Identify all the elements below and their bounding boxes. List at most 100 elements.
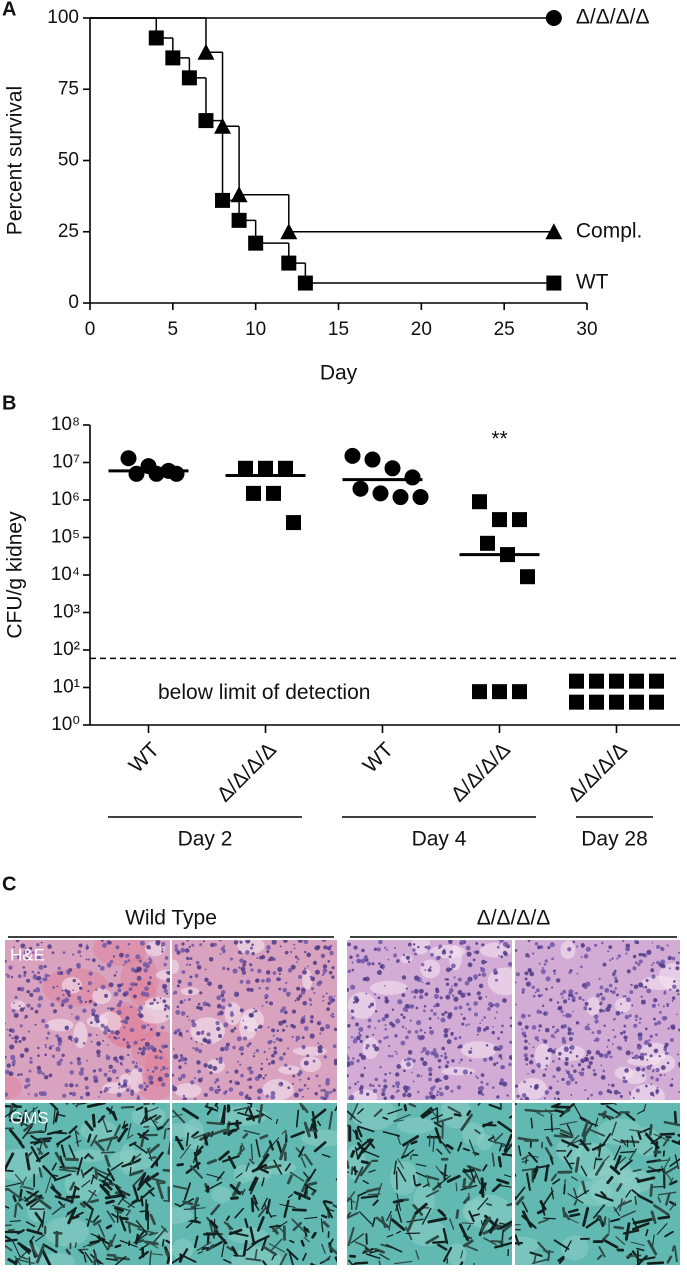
hypha (636, 1247, 645, 1252)
panel-label: B (2, 392, 16, 414)
below-limit-marker (569, 673, 584, 689)
nucleus (91, 1008, 96, 1014)
nucleus (635, 1088, 640, 1093)
hypha (437, 1243, 448, 1251)
nucleus (249, 1013, 254, 1018)
nucleus (560, 1009, 564, 1014)
nucleus (130, 1091, 135, 1097)
nucleus (402, 1006, 408, 1012)
nucleus (48, 1073, 53, 1078)
nucleus (612, 1017, 616, 1021)
nucleus (569, 1046, 572, 1049)
hypha (453, 1113, 462, 1117)
nucleus (142, 961, 148, 968)
nucleus (555, 1090, 560, 1096)
nucleus (181, 970, 186, 974)
nucleus (301, 1045, 306, 1049)
nucleus (358, 1033, 362, 1038)
nucleus (666, 1061, 670, 1065)
nucleus (536, 1062, 541, 1068)
hypha (620, 1139, 640, 1144)
nucleus (358, 1053, 363, 1057)
pale (300, 1056, 322, 1073)
nucleus (438, 944, 443, 949)
nucleus (671, 956, 676, 961)
hypha (304, 1183, 316, 1192)
hypha (347, 1197, 356, 1204)
y-tick-label: 10² (53, 639, 80, 660)
nucleus (453, 1006, 458, 1011)
hypha (268, 1243, 285, 1253)
hypha (465, 1244, 478, 1252)
nucleus (544, 987, 547, 990)
pale (476, 1133, 493, 1151)
hypha (181, 1107, 199, 1120)
nucleus (479, 1085, 484, 1091)
hypha (128, 1169, 144, 1177)
nucleus (660, 959, 666, 965)
nucleus (594, 943, 598, 947)
nucleus (658, 1055, 661, 1058)
nucleus (249, 988, 254, 993)
nucleus (11, 1061, 16, 1066)
hypha (462, 1239, 474, 1248)
nucleus (388, 1071, 392, 1075)
nucleus (467, 1023, 470, 1026)
nucleus (278, 1038, 283, 1042)
nucleus (35, 955, 42, 962)
hypha (161, 1238, 165, 1247)
below-limit-marker (609, 694, 624, 710)
nucleus (100, 1023, 105, 1028)
nucleus (325, 1077, 330, 1083)
hypha (425, 1189, 439, 1198)
hypha (631, 1135, 636, 1147)
nucleus (38, 995, 44, 1001)
group-label: Day 28 (581, 828, 648, 851)
nucleus (34, 1093, 38, 1097)
nucleus (465, 945, 471, 951)
hypha (68, 1125, 78, 1135)
hypha (127, 1222, 132, 1234)
nucleus (485, 1082, 489, 1086)
hypha (595, 1161, 605, 1176)
nucleus (115, 945, 120, 950)
nucleus (116, 1009, 122, 1015)
hypha (51, 1162, 57, 1171)
nucleus (267, 1026, 270, 1029)
hypha (97, 1115, 106, 1124)
nucleus (234, 1069, 239, 1074)
nucleus (293, 947, 296, 950)
nucleus (301, 990, 306, 995)
nucleus (286, 1025, 288, 1028)
nucleus (216, 995, 222, 1001)
nucleus (494, 1017, 497, 1020)
hypha (559, 1132, 569, 1137)
nucleus (27, 1093, 30, 1096)
nucleus (188, 945, 191, 949)
nucleus (501, 1024, 504, 1028)
nucleus (611, 1083, 615, 1088)
nucleus (221, 1005, 225, 1010)
hypha (567, 1193, 584, 1204)
hypha (8, 1104, 14, 1118)
hypha (521, 1201, 529, 1213)
hypha (593, 1156, 597, 1170)
nucleus (620, 1031, 624, 1035)
nucleus (10, 975, 14, 979)
nucleus (527, 955, 531, 958)
hypha (600, 1103, 616, 1105)
hypha (321, 1214, 328, 1219)
hypha (347, 1211, 359, 1220)
nucleus (464, 992, 467, 995)
hypha (245, 1162, 250, 1172)
nucleus (521, 1093, 527, 1098)
hypha (398, 1103, 400, 1107)
nucleus (195, 960, 200, 965)
x-tick-label: 20 (411, 319, 432, 340)
hypha (591, 1143, 606, 1151)
nucleus (104, 993, 109, 998)
hypha (610, 1218, 621, 1223)
nucleus (451, 963, 456, 969)
hypha (602, 1133, 612, 1146)
hypha (587, 1127, 606, 1137)
